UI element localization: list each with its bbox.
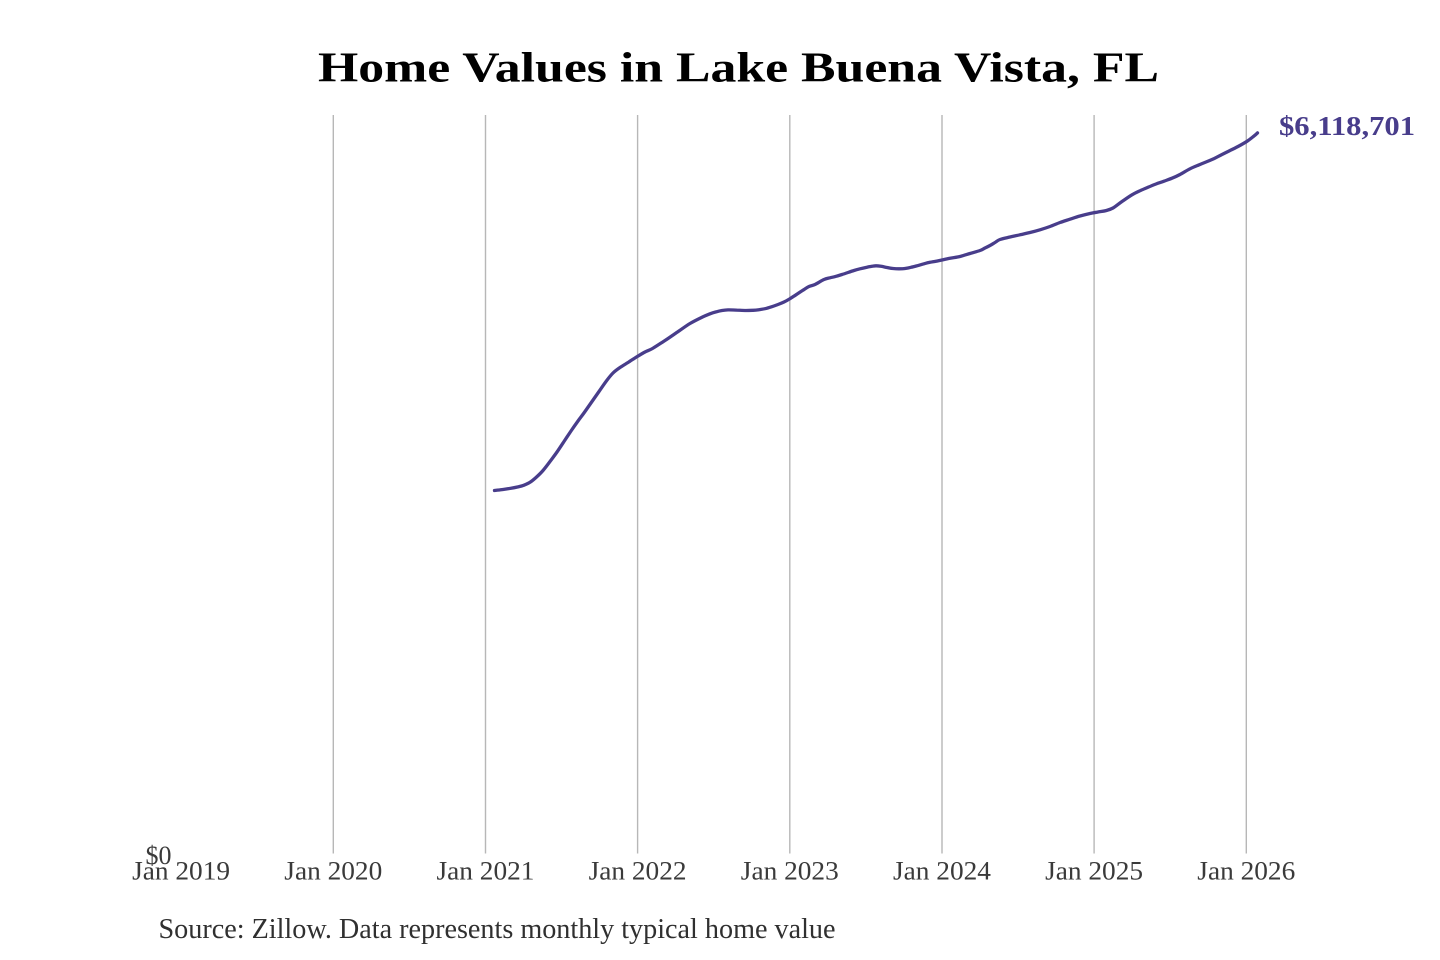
svg-text:Home Values in Lake Buena Vist: Home Values in Lake Buena Vista, FL: [318, 46, 1159, 92]
svg-text:$0: $0: [146, 841, 172, 870]
svg-text:Source: Zillow. Data represent: Source: Zillow. Data represents monthly …: [159, 914, 836, 945]
svg-text:Jan 2025: Jan 2025: [1045, 857, 1143, 886]
svg-text:Jan 2020: Jan 2020: [284, 857, 382, 886]
svg-text:Jan 2019: Jan 2019: [132, 857, 230, 886]
svg-text:Jan 2026: Jan 2026: [1197, 857, 1295, 886]
svg-text:$6,118,701: $6,118,701: [1279, 111, 1415, 141]
svg-text:Jan 2022: Jan 2022: [589, 857, 687, 886]
svg-text:Jan 2024: Jan 2024: [893, 857, 991, 886]
svg-text:Jan 2023: Jan 2023: [741, 857, 839, 886]
svg-text:Jan 2021: Jan 2021: [437, 857, 535, 886]
